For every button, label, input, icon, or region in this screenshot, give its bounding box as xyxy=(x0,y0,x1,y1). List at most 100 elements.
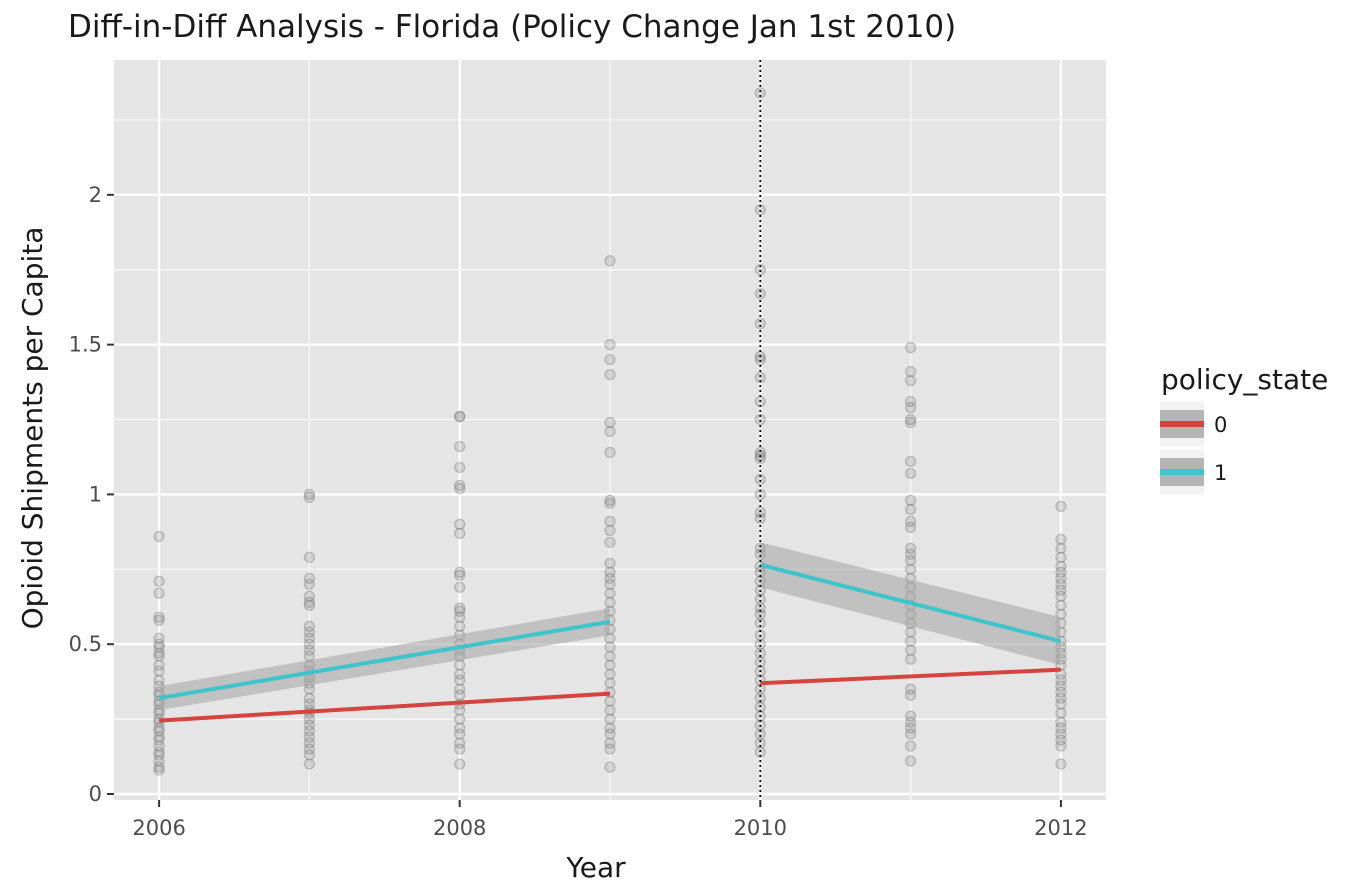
data-point xyxy=(604,255,616,267)
data-point xyxy=(454,440,466,453)
scatter-points xyxy=(153,87,1067,776)
data-point xyxy=(604,446,616,459)
data-point xyxy=(303,644,315,656)
data-point xyxy=(604,722,616,734)
data-point xyxy=(303,590,315,602)
data-point xyxy=(905,521,917,533)
data-point xyxy=(905,728,917,740)
data-point xyxy=(1055,692,1067,704)
x-axis: 2006 2008 2010 2012 xyxy=(132,800,1088,840)
data-point xyxy=(1055,590,1067,602)
data-point xyxy=(454,704,466,716)
data-point xyxy=(905,554,917,566)
data-point xyxy=(153,755,165,767)
data-point xyxy=(754,701,766,713)
data-point xyxy=(454,722,466,734)
data-point xyxy=(604,416,616,429)
data-point xyxy=(454,527,466,539)
data-point xyxy=(754,353,766,366)
data-point xyxy=(604,557,616,569)
data-point xyxy=(754,204,766,216)
data-point xyxy=(303,626,315,638)
data-point xyxy=(454,410,466,423)
data-point xyxy=(1055,740,1067,752)
data-point xyxy=(754,647,766,659)
data-point xyxy=(905,740,917,752)
data-point xyxy=(454,581,466,593)
data-point xyxy=(604,339,616,351)
data-point xyxy=(754,488,766,501)
data-point xyxy=(754,473,766,486)
data-point xyxy=(454,479,466,492)
y-tick-label: 0 xyxy=(89,782,102,806)
data-point xyxy=(905,653,917,665)
data-point xyxy=(454,743,466,755)
data-point xyxy=(754,288,766,300)
data-point xyxy=(604,650,616,662)
data-point xyxy=(604,353,616,366)
x-tick-label: 2006 xyxy=(132,816,185,840)
data-point xyxy=(1055,758,1067,770)
data-point xyxy=(303,632,315,644)
data-point xyxy=(1055,533,1067,545)
data-point xyxy=(1055,551,1067,563)
legend-label-series-0: 0 xyxy=(1214,413,1227,437)
data-point xyxy=(454,602,466,614)
data-point xyxy=(754,656,766,668)
data-point xyxy=(454,566,466,578)
data-point xyxy=(454,758,466,770)
data-point xyxy=(905,467,917,480)
data-point xyxy=(604,578,616,590)
data-point xyxy=(153,764,165,776)
data-point xyxy=(604,695,616,707)
data-point xyxy=(905,374,917,387)
data-point xyxy=(454,620,466,632)
data-point xyxy=(1055,578,1067,590)
data-point xyxy=(1055,674,1067,686)
data-point xyxy=(754,638,766,650)
data-point xyxy=(905,635,917,647)
data-point xyxy=(1055,542,1067,554)
data-point xyxy=(604,572,616,584)
data-point xyxy=(604,524,616,536)
data-point xyxy=(303,491,315,504)
data-point xyxy=(905,515,917,527)
data-point xyxy=(905,542,917,554)
data-point xyxy=(754,593,766,605)
data-point xyxy=(303,551,315,563)
data-point xyxy=(754,746,766,758)
data-point xyxy=(153,587,165,599)
data-point xyxy=(905,644,917,656)
data-point xyxy=(905,722,917,734)
data-point xyxy=(153,749,165,761)
data-point xyxy=(905,548,917,560)
data-point xyxy=(303,743,315,755)
data-point xyxy=(604,641,616,653)
data-point xyxy=(153,734,165,746)
data-point xyxy=(604,713,616,725)
data-point xyxy=(153,659,165,671)
data-point xyxy=(1055,560,1067,572)
data-point xyxy=(454,482,466,495)
data-point xyxy=(754,512,766,524)
legend: policy_state 0 1 xyxy=(1160,363,1328,494)
data-point xyxy=(1055,734,1067,746)
data-point xyxy=(754,87,766,99)
data-point xyxy=(153,530,165,542)
data-point xyxy=(905,626,917,638)
data-point xyxy=(303,731,315,743)
data-point xyxy=(454,713,466,725)
data-point xyxy=(754,371,766,384)
regression-lines xyxy=(158,562,1062,723)
data-point xyxy=(454,689,466,701)
data-point xyxy=(153,761,165,773)
data-point xyxy=(303,725,315,737)
data-point xyxy=(153,611,165,623)
data-point xyxy=(1055,686,1067,698)
data-point xyxy=(604,677,616,689)
data-point xyxy=(604,728,616,740)
regression-line-series-0 xyxy=(760,667,1061,686)
data-point xyxy=(454,611,466,623)
data-point xyxy=(604,494,616,507)
data-point xyxy=(754,318,766,330)
